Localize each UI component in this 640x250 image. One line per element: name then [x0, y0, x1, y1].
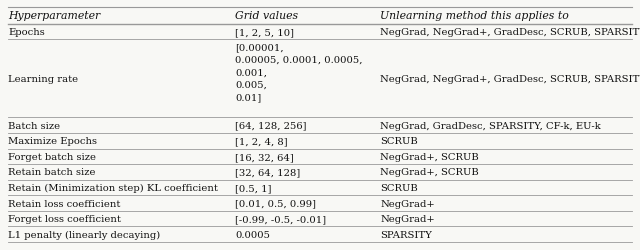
Text: NegGrad, GradDesc, SPARSITY, CF-k, EU-k: NegGrad, GradDesc, SPARSITY, CF-k, EU-k [380, 121, 601, 130]
Text: Retain (Minimization step) KL coefficient: Retain (Minimization step) KL coefficien… [8, 183, 218, 192]
Text: SCRUB: SCRUB [380, 183, 418, 192]
Text: Forget batch size: Forget batch size [8, 152, 96, 161]
Text: Batch size: Batch size [8, 121, 60, 130]
Text: [1, 2, 5, 10]: [1, 2, 5, 10] [235, 28, 294, 37]
Text: NegGrad+: NegGrad+ [380, 214, 435, 223]
Text: [0.01, 0.5, 0.99]: [0.01, 0.5, 0.99] [235, 199, 316, 208]
Text: [0.5, 1]: [0.5, 1] [235, 183, 271, 192]
Text: Grid values: Grid values [235, 12, 298, 21]
Text: [-0.99, -0.5, -0.01]: [-0.99, -0.5, -0.01] [235, 214, 326, 223]
Text: NegGrad+, SCRUB: NegGrad+, SCRUB [380, 168, 479, 177]
Text: Unlearning method this applies to: Unlearning method this applies to [380, 12, 569, 21]
Text: 0.0005: 0.0005 [235, 230, 270, 239]
Text: Epochs: Epochs [8, 28, 45, 37]
Text: NegGrad, NegGrad+, GradDesc, SCRUB, SPARSITY, CF-k, EU-k: NegGrad, NegGrad+, GradDesc, SCRUB, SPAR… [380, 74, 640, 84]
Text: NegGrad+: NegGrad+ [380, 199, 435, 208]
Text: L1 penalty (linearly decaying): L1 penalty (linearly decaying) [8, 230, 160, 239]
Text: Retain batch size: Retain batch size [8, 168, 95, 177]
Text: Learning rate: Learning rate [8, 74, 78, 84]
Text: Maximize Epochs: Maximize Epochs [8, 137, 97, 146]
Text: [64, 128, 256]: [64, 128, 256] [235, 121, 307, 130]
Text: [16, 32, 64]: [16, 32, 64] [235, 152, 294, 161]
Text: Hyperparameter: Hyperparameter [8, 12, 100, 21]
Text: NegGrad, NegGrad+, GradDesc, SCRUB, SPARSITY, CF-k, EU-k: NegGrad, NegGrad+, GradDesc, SCRUB, SPAR… [380, 28, 640, 37]
Text: Retain loss coefficient: Retain loss coefficient [8, 199, 120, 208]
Text: SCRUB: SCRUB [380, 137, 418, 146]
Text: SPARSITY: SPARSITY [380, 230, 432, 239]
Text: [0.00001,
0.00005, 0.0001, 0.0005,
0.001,
0.005,
0.01]: [0.00001, 0.00005, 0.0001, 0.0005, 0.001… [235, 43, 362, 102]
Text: [1, 2, 4, 8]: [1, 2, 4, 8] [235, 137, 287, 146]
Text: NegGrad+, SCRUB: NegGrad+, SCRUB [380, 152, 479, 161]
Text: [32, 64, 128]: [32, 64, 128] [235, 168, 300, 177]
Text: Forget loss coefficient: Forget loss coefficient [8, 214, 121, 223]
